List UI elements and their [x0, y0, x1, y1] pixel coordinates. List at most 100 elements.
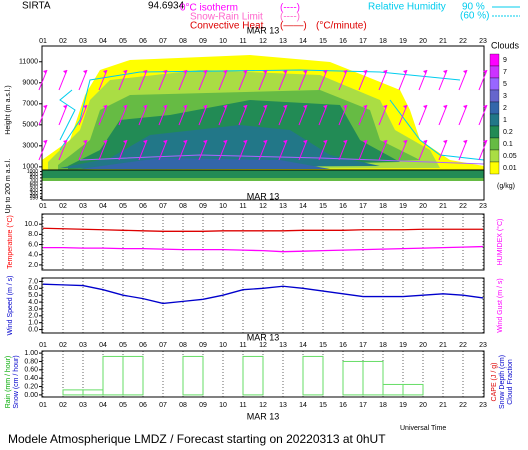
colorbar-label: 3 [503, 93, 507, 100]
y-tick-label: 300 [30, 191, 39, 197]
wind-arrowhead [103, 70, 107, 74]
hour-label: 01 [39, 402, 47, 409]
legend-rh60: (60 %) [460, 11, 489, 22]
wind-arrowhead [383, 70, 387, 74]
rain-bar [382, 383, 404, 396]
wind-arrowhead [423, 140, 427, 144]
y-tick-label: 4.0 [28, 299, 38, 306]
hour-label: 13 [279, 203, 287, 210]
wind-arrowhead [383, 140, 387, 144]
hour-label: 07 [159, 342, 167, 349]
hour-label: 05 [119, 402, 127, 409]
hour-label: 11 [239, 38, 246, 45]
hour-label: 08 [179, 38, 187, 45]
wind-arrowhead [183, 70, 187, 74]
y-tick-label: 500 [30, 185, 39, 191]
wind-arrowhead [443, 70, 447, 74]
hour-label: 02 [59, 38, 67, 45]
hour-label: 06 [139, 402, 147, 409]
colorbar-unit: (g/kg) [497, 183, 515, 190]
y-tick-label: 5000 [22, 122, 38, 129]
colorbar-box [489, 53, 500, 67]
wind-arrowhead [323, 140, 327, 144]
y-tick-label: 1.0 [28, 320, 38, 327]
legend-solid: (——) [280, 21, 307, 32]
y-tick-label: 0.00 [24, 392, 38, 399]
wind-arrowhead [143, 105, 147, 109]
hour-label: 20 [419, 342, 427, 349]
hour-label: 09 [199, 342, 207, 349]
wind-arrowhead [63, 105, 67, 109]
rain-bar [362, 360, 384, 396]
hour-label: 02 [59, 203, 67, 210]
hour-label: 03 [79, 402, 87, 409]
wind-arrowhead [263, 140, 267, 144]
wind-arrowhead [223, 70, 227, 74]
y-tick-label: 7000 [22, 101, 38, 108]
axis-label: Temperature (°C) [6, 215, 14, 269]
y-tick-label: 9000 [22, 80, 38, 87]
hour-label: 14 [299, 38, 307, 45]
wind-arrowhead [223, 105, 227, 109]
wind-arrowhead [223, 140, 227, 144]
hour-label: 10 [219, 342, 227, 349]
hour-label: 03 [79, 342, 87, 349]
colorbar-box [489, 89, 500, 103]
legend-dash: (----) [280, 3, 300, 14]
hour-label: 22 [459, 203, 467, 210]
hour-label: 05 [119, 342, 127, 349]
hour-label: 22 [459, 402, 467, 409]
hour-label: 22 [459, 38, 467, 45]
wind-arrowhead [483, 140, 487, 144]
date-label: MAR 13 [247, 411, 280, 421]
colorbar-box [489, 113, 500, 127]
hour-label: 10 [219, 38, 227, 45]
colorbar-label: 0.2 [503, 129, 513, 136]
y-tick-label: 5.0 [28, 292, 38, 299]
colorbar-label: 5 [503, 81, 507, 88]
y-tick-label: 200 [30, 194, 39, 200]
axis-label: Cloud Fraction [507, 359, 514, 405]
wind-arrowhead [43, 140, 47, 144]
hour-label: 16 [339, 203, 347, 210]
colorbar-box [489, 137, 500, 151]
legend-snow-rain: Snow-Rain Limit [190, 12, 263, 23]
hour-label: 15 [319, 402, 327, 409]
hour-label: 21 [439, 342, 447, 349]
hour-label: 16 [339, 402, 347, 409]
series-line [43, 245, 484, 253]
coords: 94.6934 [148, 1, 185, 12]
hour-label: 02 [59, 342, 67, 349]
series-line [42, 283, 484, 305]
hour-label: 23 [479, 38, 487, 45]
date-label: MAR 13 [247, 332, 280, 342]
hour-label: 03 [79, 203, 87, 210]
wind-arrowhead [163, 70, 167, 74]
hour-label: 18 [379, 402, 387, 409]
hour-label: 10 [219, 402, 227, 409]
wind-arrowhead [463, 70, 467, 74]
y-tick-label: 10.0 [24, 221, 38, 228]
wind-arrowhead [303, 70, 307, 74]
wind-arrowhead [443, 105, 447, 109]
colorbar-box [489, 77, 500, 91]
date-label: MAR 13 [247, 25, 280, 35]
y-tick-label: 0.20 [24, 383, 38, 390]
hour-label: 12 [259, 402, 267, 409]
hour-label: 07 [159, 402, 167, 409]
wind-arrowhead [283, 70, 287, 74]
hour-label: 06 [139, 342, 147, 349]
legend-rh: Relative Humidity [368, 2, 446, 13]
y-tick-label: 400 [30, 188, 39, 194]
hour-label: 08 [179, 342, 187, 349]
wind-arrowhead [483, 105, 487, 109]
wind-arrowhead [343, 70, 347, 74]
wind-arrowhead [323, 70, 327, 74]
axis-label: Wind Gust (m / s) [497, 278, 504, 332]
colorbar-title: Clouds [491, 40, 520, 50]
wind-arrowhead [123, 140, 127, 144]
wind-arrowhead [463, 105, 467, 109]
date-label: MAR 13 [247, 191, 280, 201]
legend-unit: (°C/minute) [316, 21, 367, 32]
wind-arrowhead [143, 70, 147, 74]
